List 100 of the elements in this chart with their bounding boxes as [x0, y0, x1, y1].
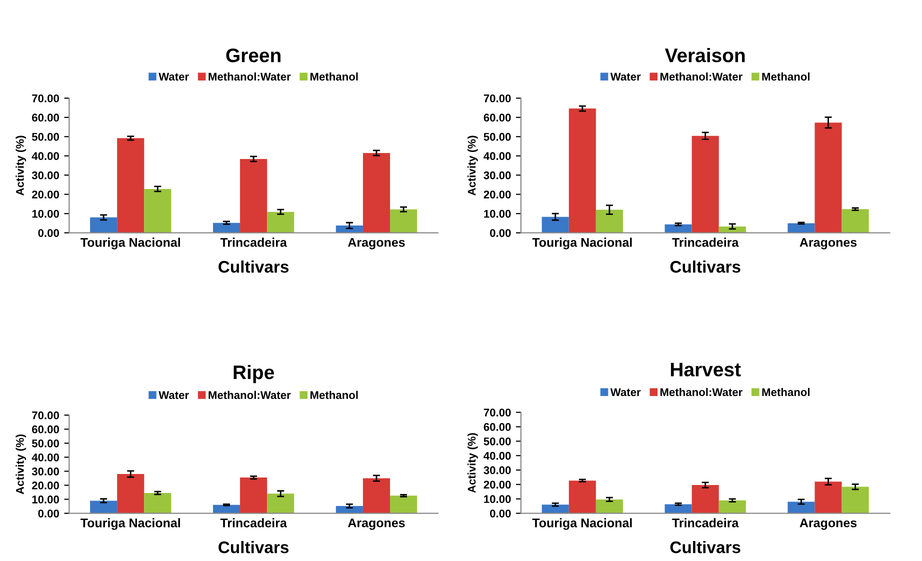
- y-axis-title: Activity (%): [16, 136, 26, 196]
- bar: [144, 492, 172, 514]
- legend-label: Methanol:Water: [660, 72, 742, 81]
- bar: [267, 212, 294, 233]
- bar: [692, 485, 719, 514]
- x-tick-label: Trincadeira: [220, 518, 287, 528]
- y-tick-label: 20.00: [32, 190, 59, 198]
- bar: [664, 224, 692, 233]
- y-tick-label: 0.00: [38, 229, 59, 237]
- bar: [240, 478, 268, 514]
- y-tick-label: 30.00: [32, 171, 59, 180]
- legend-label: Methanol: [310, 390, 358, 400]
- y-tick-label: 40.00: [484, 452, 511, 460]
- bar: [390, 496, 418, 514]
- x-tick-label: Aragones: [800, 518, 857, 530]
- bar: [718, 500, 746, 514]
- x-tick-label: Touriga Nacional: [80, 518, 180, 530]
- y-tick-label: 10.00: [32, 210, 59, 218]
- y-axis-title: Activity (%): [467, 433, 478, 493]
- chart-title: Veraison: [664, 48, 745, 62]
- bar: [718, 226, 746, 233]
- x-axis-title: Cultivars: [218, 260, 289, 273]
- y-tick-label: 30.00: [32, 468, 59, 476]
- y-tick-label: 50.00: [484, 132, 511, 141]
- legend-label: Methanol:Water: [208, 390, 291, 400]
- y-tick-label: 50.00: [32, 439, 59, 448]
- bar: [814, 482, 842, 514]
- x-axis-title: Cultivars: [218, 540, 289, 554]
- y-tick-label: 20.00: [484, 190, 511, 198]
- bar: [814, 122, 842, 233]
- legend-label: Methanol: [310, 72, 358, 81]
- bar: [144, 188, 172, 233]
- bar: [596, 210, 623, 233]
- y-tick-label: 60.00: [32, 114, 59, 122]
- y-tick-label: 60.00: [484, 114, 511, 122]
- legend-label: Methanol: [762, 72, 810, 81]
- y-tick-label: 40.00: [484, 152, 511, 160]
- chart-title: Ripe: [234, 364, 274, 384]
- bar: [788, 223, 815, 233]
- legend-label: Methanol:Water: [208, 72, 291, 81]
- y-tick-label: 40.00: [32, 152, 59, 160]
- bar: [842, 486, 869, 514]
- legend-label: Water: [610, 388, 641, 396]
- bar: [362, 152, 390, 233]
- y-tick-label: 50.00: [32, 132, 59, 141]
- bar: [542, 216, 569, 233]
- bar: [336, 506, 363, 514]
- y-tick-label: 20.00: [484, 480, 511, 489]
- x-axis-title: Cultivars: [670, 260, 740, 273]
- y-tick-label: 0.00: [490, 229, 511, 237]
- x-tick-label: Touriga Nacional: [80, 238, 180, 250]
- x-tick-label: Trincadeira: [672, 238, 739, 247]
- x-tick-label: Aragones: [348, 518, 405, 530]
- legend-label: Water: [158, 391, 189, 400]
- legend-label: Methanol: [762, 388, 810, 396]
- x-tick-label: Aragones: [348, 238, 405, 250]
- y-tick-label: 10.00: [32, 496, 59, 504]
- x-tick-label: Trincadeira: [220, 238, 287, 247]
- y-tick-label: 50.00: [484, 437, 511, 446]
- chart-title: Harvest: [670, 362, 741, 376]
- bar: [664, 504, 692, 514]
- bar: [336, 226, 363, 233]
- bar: [267, 494, 294, 514]
- bar: [390, 209, 418, 233]
- y-tick-label: 30.00: [484, 466, 511, 474]
- bar: [542, 504, 569, 514]
- y-tick-label: 70.00: [32, 94, 59, 102]
- bar: [596, 499, 623, 514]
- y-tick-label: 10.00: [484, 495, 511, 504]
- bar: [240, 158, 268, 233]
- legend-label: Water: [610, 72, 641, 81]
- bar: [117, 138, 144, 233]
- y-tick-label: 0.00: [38, 510, 59, 518]
- bar: [212, 222, 240, 233]
- y-tick-label: 70.00: [484, 408, 511, 416]
- bar: [212, 504, 240, 514]
- legend-label: Methanol:Water: [660, 388, 742, 396]
- bar: [362, 478, 390, 514]
- bar: [90, 500, 118, 514]
- bar: [788, 502, 815, 514]
- bar: [90, 217, 118, 233]
- y-tick-label: 60.00: [32, 425, 59, 434]
- bar: [842, 209, 869, 233]
- y-tick-label: 20.00: [32, 482, 59, 490]
- y-tick-label: 30.00: [484, 171, 511, 180]
- y-axis-title: Activity (%): [467, 136, 478, 196]
- x-tick-label: Aragones: [800, 238, 857, 250]
- y-tick-label: 70.00: [32, 411, 59, 420]
- y-tick-label: 70.00: [484, 94, 511, 102]
- x-tick-label: Trincadeira: [672, 518, 739, 528]
- y-tick-label: 60.00: [484, 423, 511, 431]
- bar: [117, 474, 144, 514]
- bar: [692, 136, 719, 233]
- y-axis-title: Activity (%): [16, 434, 26, 494]
- y-tick-label: 10.00: [484, 210, 511, 218]
- chart-title: Green: [226, 48, 280, 62]
- y-tick-label: 40.00: [32, 453, 59, 462]
- x-tick-label: Touriga Nacional: [532, 518, 632, 530]
- legend-label: Water: [158, 72, 189, 81]
- bar: [568, 480, 596, 514]
